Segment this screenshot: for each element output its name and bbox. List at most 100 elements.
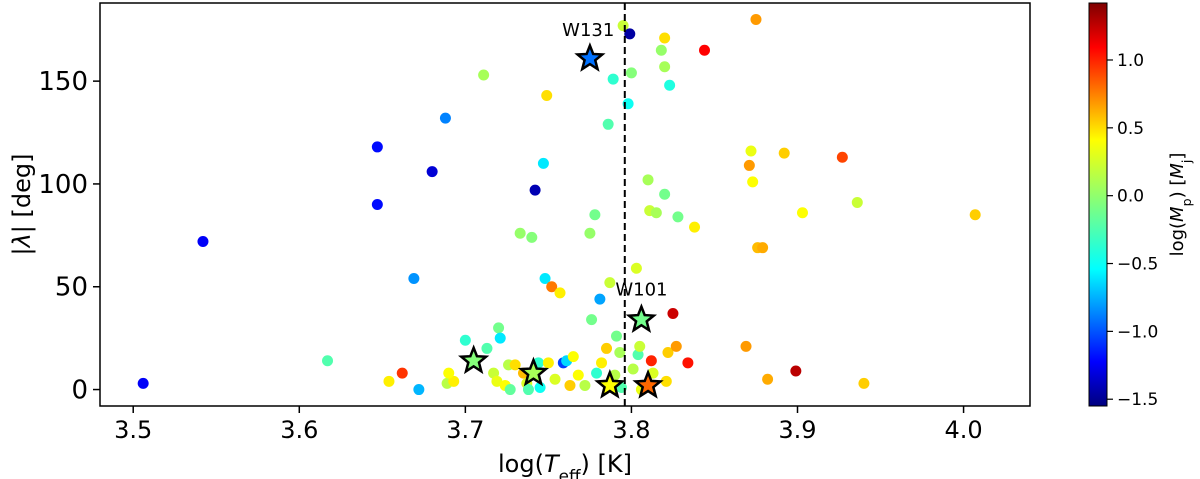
data-point [659, 188, 671, 200]
data-point [542, 357, 554, 369]
data-point [607, 73, 619, 85]
colorbar-tick-label: −1.0 [1117, 322, 1158, 342]
data-point [596, 357, 608, 369]
data-point [586, 314, 598, 326]
star-point [594, 368, 626, 399]
data-point [426, 166, 438, 178]
data-point [659, 61, 671, 73]
x-tick-label: 3.6 [280, 416, 318, 444]
data-point [488, 367, 500, 379]
y-tick-label: 50 [55, 273, 88, 303]
data-point [750, 13, 762, 25]
label-subscript: eff [559, 466, 581, 479]
annotation-label: W101 [615, 279, 667, 300]
data-point [439, 112, 451, 124]
colorbar [1088, 2, 1108, 407]
label-part: ) [K] [581, 450, 632, 478]
x-tick-label: 3.7 [446, 416, 484, 444]
data-point [572, 369, 584, 381]
data-point [478, 69, 490, 81]
data-point [851, 196, 863, 208]
data-point [642, 174, 654, 186]
data-point [383, 375, 395, 387]
data-point [664, 79, 676, 91]
data-point [614, 347, 626, 359]
x-tick-label: 3.5 [114, 416, 152, 444]
label-part: ] [1167, 153, 1188, 160]
colorbar-tick-label: 0.0 [1117, 187, 1144, 207]
data-point [625, 67, 637, 79]
data-point [537, 157, 549, 169]
label-part: M [1167, 163, 1188, 179]
label-part: | [8, 247, 36, 255]
data-point [584, 227, 596, 239]
colorbar-title: log(Mp) [Mj] [1167, 153, 1194, 257]
colorbar-tick-label: −0.5 [1117, 255, 1158, 275]
data-point [591, 367, 603, 379]
label-part: M [1167, 206, 1188, 222]
data-point [567, 351, 579, 363]
label-subscript: p [1179, 198, 1194, 206]
data-point [778, 147, 790, 159]
data-point [762, 373, 774, 385]
x-tick-label: 3.8 [612, 416, 650, 444]
data-point [539, 273, 551, 285]
colorbar-tick-label: 0.5 [1117, 119, 1144, 139]
y-axis: 0 50 100 150 [38, 67, 100, 406]
data-point [650, 207, 662, 219]
label-part: λ [8, 233, 36, 249]
data-point [740, 340, 752, 352]
data-point [137, 377, 149, 389]
data-point [579, 379, 591, 391]
star-point [574, 42, 606, 72]
y-axis-title: |λ| [deg] [8, 154, 36, 256]
data-point [969, 209, 981, 221]
y-tick-label: 0 [71, 376, 88, 406]
data-point [757, 242, 769, 254]
data-point [796, 207, 808, 219]
y-tick-label: 100 [38, 170, 88, 200]
plot-frame [99, 2, 1031, 407]
data-point [858, 377, 870, 389]
data-point [529, 184, 541, 196]
label-subscript: j [1179, 160, 1194, 165]
data-point [632, 349, 644, 361]
data-point [627, 363, 639, 375]
label-part: ) [ [1167, 179, 1188, 199]
x-axis: 3.5 3.6 3.7 3.8 3.9 4.0 [114, 406, 983, 444]
data-point [601, 342, 613, 354]
data-point [459, 334, 471, 346]
data-point [594, 293, 606, 305]
data-point [655, 44, 667, 56]
star-point [458, 344, 490, 375]
y-tick-label: 150 [38, 67, 88, 97]
x-tick-label: 4.0 [944, 416, 982, 444]
data-point [541, 90, 553, 102]
data-point [660, 375, 672, 387]
data-point [790, 365, 802, 377]
data-point [494, 332, 506, 344]
data-point [745, 145, 757, 157]
data-point [689, 221, 701, 233]
data-point [662, 347, 674, 359]
data-point [672, 211, 684, 223]
data-point [610, 330, 622, 342]
star-point [632, 368, 664, 399]
data-point [504, 384, 516, 396]
annotation-label: W131 [562, 20, 614, 41]
annotations: W131 W101 [562, 20, 667, 300]
data-point [624, 28, 636, 40]
data-point [493, 322, 505, 334]
data-point [491, 375, 503, 387]
data-point [617, 20, 629, 32]
x-axis-title: log(Teff) [K] [498, 450, 632, 479]
data-point [534, 381, 546, 393]
data-point [509, 359, 521, 371]
colorbar-tick-label: 1.0 [1117, 51, 1144, 71]
data-point [554, 287, 566, 299]
star-point [625, 303, 658, 333]
data-point [743, 159, 755, 171]
data-point [408, 273, 420, 285]
x-tick-label: 3.9 [778, 416, 816, 444]
